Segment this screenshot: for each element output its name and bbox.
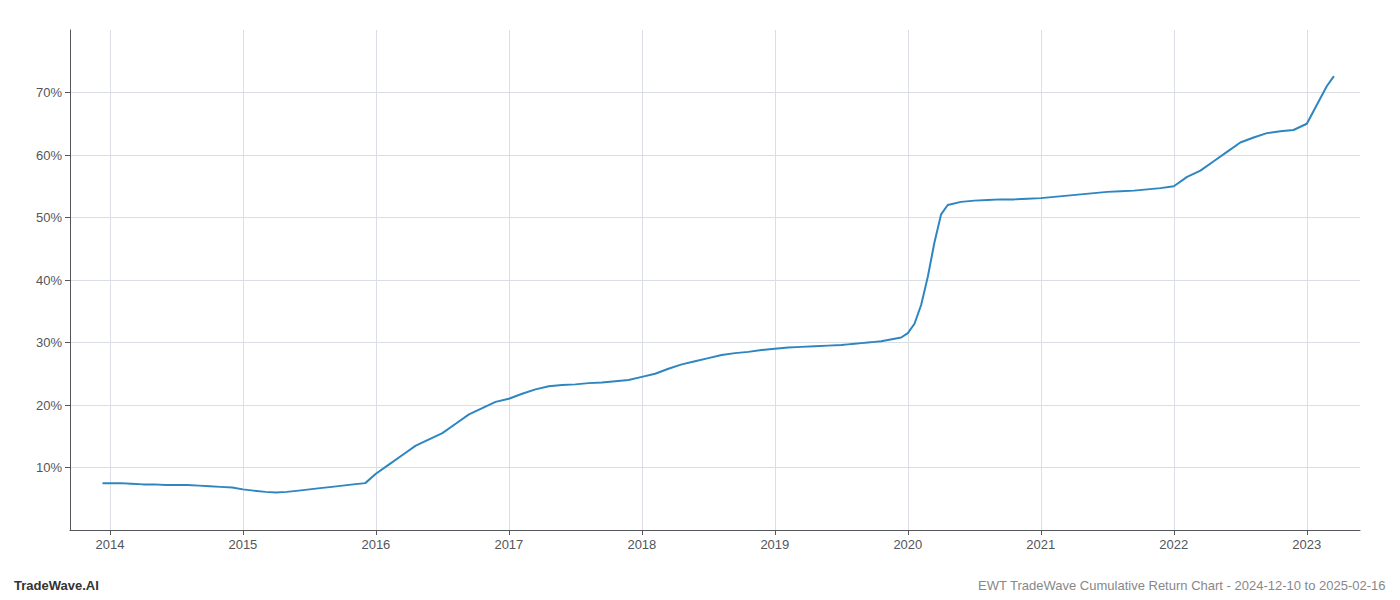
svg-text:2015: 2015 [228, 537, 257, 552]
svg-text:2017: 2017 [494, 537, 523, 552]
svg-text:2022: 2022 [1159, 537, 1188, 552]
svg-text:70%: 70% [36, 85, 62, 100]
svg-text:EWT TradeWave Cumulative Retur: EWT TradeWave Cumulative Return Chart - … [978, 578, 1386, 593]
svg-text:2021: 2021 [1026, 537, 1055, 552]
svg-text:10%: 10% [36, 460, 62, 475]
svg-text:2020: 2020 [893, 537, 922, 552]
svg-text:2018: 2018 [627, 537, 656, 552]
svg-text:50%: 50% [36, 210, 62, 225]
svg-text:2016: 2016 [361, 537, 390, 552]
svg-text:60%: 60% [36, 148, 62, 163]
svg-text:20%: 20% [36, 398, 62, 413]
svg-text:2014: 2014 [95, 537, 124, 552]
svg-text:40%: 40% [36, 273, 62, 288]
svg-text:TradeWave.AI: TradeWave.AI [14, 578, 99, 593]
svg-text:2019: 2019 [760, 537, 789, 552]
svg-text:30%: 30% [36, 335, 62, 350]
svg-text:2023: 2023 [1292, 537, 1321, 552]
